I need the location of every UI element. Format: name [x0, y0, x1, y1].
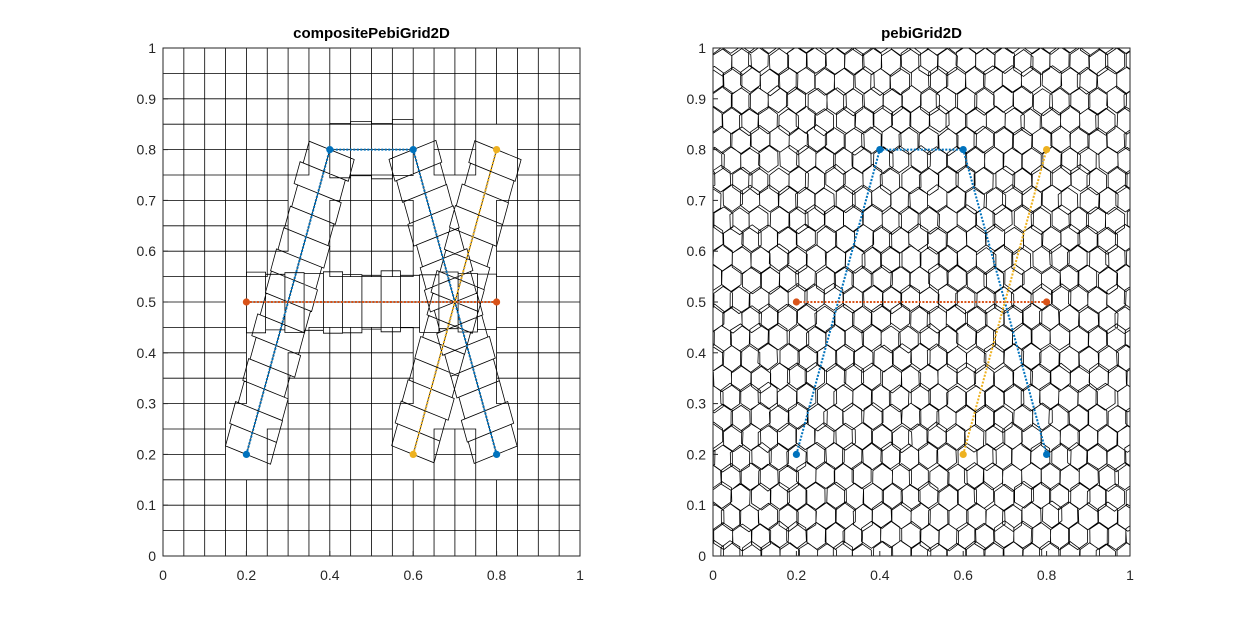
data-point — [792, 298, 801, 306]
y-tick-label: 0.4 — [137, 345, 157, 361]
series-line — [962, 149, 1048, 455]
x-tick-label: 0.2 — [237, 567, 257, 583]
x-tick-label: 0.2 — [787, 567, 807, 583]
data-point — [242, 450, 250, 458]
y-tick-label: 0.3 — [687, 396, 707, 412]
x-tick-label: 0.4 — [320, 567, 340, 583]
x-tick-label: 0 — [159, 567, 167, 583]
data-point — [876, 146, 884, 154]
y-tick-label: 0.7 — [687, 192, 707, 208]
y-tick-label: 0 — [148, 548, 156, 564]
chart-title: pebiGrid2D — [881, 25, 962, 42]
y-tick-label: 0.5 — [137, 294, 157, 310]
x-tick-label: 1 — [576, 567, 584, 583]
axes-1: 0 0.2 0.4 0.6 0.8 1 0 0.1 0.2 0.3 0.4 0.5 0.6 0.7 0.8 0… — [137, 25, 585, 583]
data-point — [959, 146, 967, 154]
y-tick-label: 0.4 — [687, 345, 707, 361]
y-tick-label: 0.2 — [137, 446, 157, 462]
y-tick-label: 0.9 — [137, 91, 157, 107]
y-tick-label: 0.8 — [687, 142, 707, 158]
y-tick-label: 1 — [148, 40, 156, 56]
data-point — [1043, 146, 1051, 154]
cartesian-cells — [162, 47, 581, 557]
axes-box — [712, 47, 1131, 557]
data-point — [959, 450, 967, 458]
y-tick-label: 0.1 — [137, 497, 157, 513]
y-tick-label: 0.9 — [687, 91, 707, 107]
pebi-cells — [713, 48, 1130, 556]
y-tick-label: 0 — [698, 548, 706, 564]
x-tick-label: 0.8 — [1037, 567, 1057, 583]
y-tick-label: 0.6 — [687, 243, 707, 259]
data-point — [1043, 450, 1051, 458]
x-tick-label: 1 — [1126, 567, 1134, 583]
x-tick-label: 0 — [709, 567, 717, 583]
data-point — [326, 146, 334, 154]
y-tick-label: 0.2 — [687, 446, 707, 462]
fault-cells — [225, 119, 522, 465]
data-point — [1043, 298, 1051, 306]
x-tick-label: 0.6 — [403, 567, 423, 583]
series-yellow — [959, 146, 1051, 458]
data-point — [792, 450, 801, 458]
mesh — [713, 48, 1130, 556]
data-point — [409, 146, 417, 154]
data-point — [493, 450, 501, 458]
y-tick-label: 0.3 — [137, 396, 157, 412]
x-tick-label: 0.6 — [953, 567, 973, 583]
y-tick-label: 0.1 — [687, 497, 707, 513]
y-tick-label: 0.5 — [687, 294, 707, 310]
chart-title: compositePebiGrid2D — [293, 25, 450, 42]
data-point — [242, 298, 250, 306]
y-tick-label: 0.8 — [137, 142, 157, 158]
series-line — [412, 149, 498, 455]
data-point — [493, 146, 501, 154]
data-point — [493, 298, 501, 306]
data-point — [409, 450, 417, 458]
x-tick-label: 0.8 — [487, 567, 507, 583]
x-tick-label: 0.4 — [870, 567, 890, 583]
y-tick-label: 1 — [698, 40, 706, 56]
axes-2: 0 0.2 0.4 0.6 0.8 1 0 0.1 0.2 0.3 0.4 0.5 0.6 0.7 0.8 0… — [687, 25, 1135, 583]
y-tick-label: 0.7 — [137, 192, 157, 208]
mesh — [162, 47, 581, 557]
y-tick-label: 0.6 — [137, 243, 157, 259]
series-yellow — [409, 146, 501, 458]
